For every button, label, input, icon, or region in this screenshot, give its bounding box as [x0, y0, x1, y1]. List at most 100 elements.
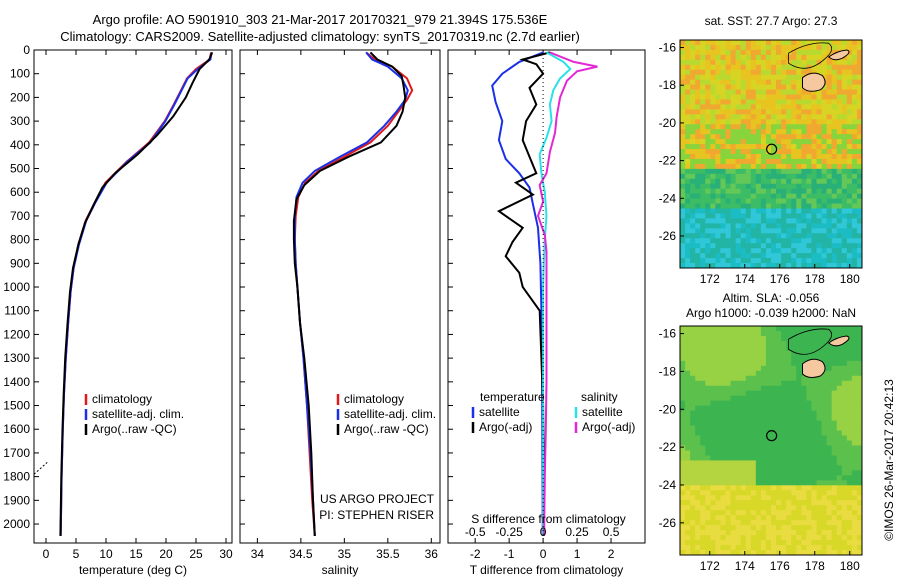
map-cell [771, 335, 777, 342]
map-cell [690, 129, 696, 135]
map-cell [841, 188, 848, 195]
map-cell [781, 475, 787, 481]
map-cell [806, 243, 812, 249]
map-cell [846, 213, 853, 219]
map-cell [791, 104, 797, 110]
map-cell [826, 243, 833, 249]
map-cell [700, 490, 706, 496]
map-cell [750, 124, 757, 130]
map-cell [755, 218, 762, 224]
map-cell [715, 253, 721, 259]
map-cell [791, 525, 797, 531]
map-cell [680, 345, 686, 352]
map-cell [760, 520, 767, 526]
map-cell [700, 455, 706, 461]
map-cell [685, 345, 691, 352]
map-cell [700, 470, 706, 476]
map-cell [856, 163, 863, 170]
map-cell [841, 154, 848, 160]
map-cell [710, 69, 716, 76]
map-cell [690, 139, 696, 145]
map-cell [735, 345, 742, 352]
map-cell [821, 425, 828, 432]
map-cell [705, 109, 711, 115]
map-cell [730, 238, 737, 244]
map-cell [685, 360, 691, 367]
map-cell [725, 385, 732, 392]
map-cell [846, 208, 853, 214]
map-cell [821, 213, 828, 219]
map-cell [750, 395, 757, 402]
map-cell [725, 49, 732, 56]
map-cell [720, 385, 726, 392]
map-cell [786, 530, 792, 536]
map-cell [755, 420, 762, 427]
map-cell [690, 326, 696, 332]
map-cell [725, 550, 732, 556]
map-cell [821, 515, 828, 521]
map-cell [786, 144, 792, 150]
map-cell [841, 59, 848, 66]
map-cell [846, 144, 853, 150]
map-cell [826, 380, 833, 387]
map-cell [710, 525, 716, 531]
map-cell [765, 430, 772, 437]
legend-label: Argo(..raw -QC) [344, 422, 429, 436]
map-cell [755, 465, 762, 471]
map-cell [821, 370, 828, 377]
map-cell [796, 425, 802, 432]
map-cell [760, 445, 767, 451]
map-cell [745, 84, 752, 91]
map-cell [695, 129, 701, 135]
map-cell [730, 385, 737, 392]
map-cell [745, 470, 752, 476]
map-cell [765, 485, 772, 491]
map-cell [791, 550, 797, 556]
map-cell [745, 380, 752, 387]
map-cell [705, 44, 711, 51]
map-cell [771, 350, 777, 357]
map-cell [846, 330, 853, 337]
map-cell [700, 515, 706, 521]
map-cell [705, 545, 711, 551]
map-cell [725, 460, 732, 466]
map-cell [685, 253, 691, 259]
map-cell [685, 203, 691, 210]
map-cell [856, 258, 863, 264]
x-tick-label: 30 [219, 547, 233, 561]
map-cell [755, 485, 762, 491]
map-cell [801, 515, 807, 521]
map-cell [700, 44, 706, 51]
map-cell [796, 173, 802, 180]
map-cell [811, 208, 817, 214]
map-cell [836, 520, 843, 526]
map-cell [695, 149, 701, 155]
map-cell [816, 415, 823, 422]
map-cell [771, 365, 777, 372]
sla-map-subtitle: Argo h1000: -0.039 h2000: NaN [686, 306, 856, 320]
map-cell [831, 430, 838, 437]
map-cell [831, 355, 838, 362]
map-cell [836, 390, 843, 397]
map-cell [771, 129, 777, 135]
map-cell [725, 420, 732, 427]
map-cell [685, 330, 691, 337]
map-cell [786, 380, 792, 387]
map-cell [846, 119, 853, 125]
map-cell [796, 415, 802, 422]
map-cell [705, 485, 711, 491]
map-cell [705, 163, 711, 170]
map-cell [725, 345, 732, 352]
map-cell [831, 183, 838, 190]
map-cell [851, 109, 858, 115]
map-cell [760, 530, 767, 536]
map-cell [776, 405, 782, 412]
map-cell [740, 410, 747, 417]
map-cell [690, 198, 696, 205]
map-cell [750, 243, 757, 249]
map-cell [690, 400, 696, 407]
map-cell [765, 178, 772, 185]
map-cell [720, 89, 726, 96]
map-cell [796, 355, 802, 362]
map-cell [776, 500, 782, 506]
